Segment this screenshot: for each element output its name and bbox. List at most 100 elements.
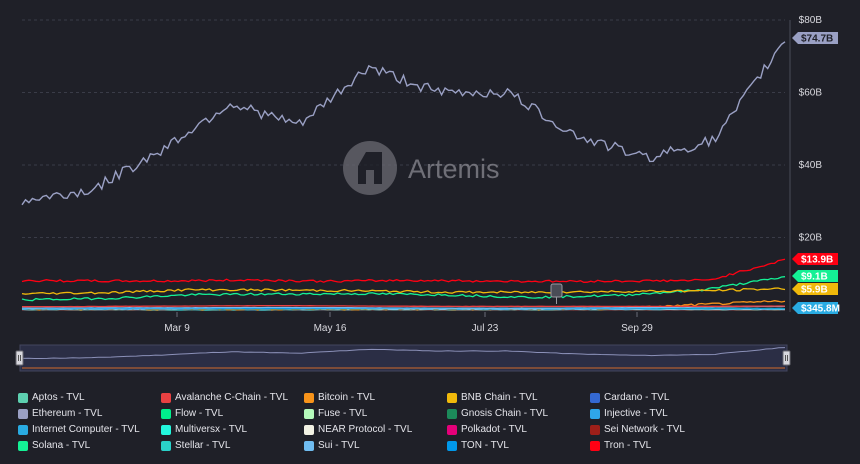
legend-item[interactable]: BNB Chain - TVL	[447, 390, 590, 405]
series-line	[21, 287, 786, 295]
legend: Aptos - TVL Avalanche C-Chain - TVL Bitcoi…	[18, 390, 848, 453]
legend-swatch	[590, 440, 600, 451]
series-line	[21, 307, 786, 310]
legend-item[interactable]: Solana - TVL	[18, 438, 161, 453]
legend-swatch	[161, 408, 171, 419]
watermark: Artemis	[343, 141, 500, 195]
legend-swatch	[161, 440, 171, 451]
legend-label: Polkadot - TVL	[461, 424, 527, 435]
end-label-text: $13.9B	[801, 255, 833, 266]
legend-swatch	[161, 424, 171, 435]
watermark-text: Artemis	[408, 154, 500, 184]
navigator-right-handle[interactable]	[782, 350, 791, 366]
legend-item[interactable]: Sui - TVL	[304, 438, 447, 453]
legend-swatch	[18, 424, 28, 435]
series-line	[21, 276, 786, 302]
x-tick-label: Jul 23	[472, 323, 499, 334]
series-line	[22, 304, 786, 308]
legend-label: Gnosis Chain - TVL	[461, 408, 549, 419]
end-label-tag	[792, 302, 838, 314]
legend-item[interactable]: Internet Computer - TVL	[18, 422, 161, 437]
legend-label: Flow - TVL	[175, 408, 224, 419]
legend-item[interactable]: Aptos - TVL	[18, 390, 161, 405]
legend-item[interactable]: Ethereum - TVL	[18, 406, 161, 421]
legend-swatch	[304, 392, 314, 403]
legend-swatch	[304, 440, 314, 451]
legend-label: NEAR Protocol - TVL	[318, 424, 413, 435]
legend-label: Bitcoin - TVL	[318, 392, 376, 403]
range-navigator[interactable]	[15, 344, 791, 372]
navigator-left-handle[interactable]	[15, 350, 24, 366]
legend-label: Stellar - TVL	[175, 440, 231, 451]
series-line	[21, 41, 786, 206]
end-label-text: $9.1B	[801, 272, 828, 283]
legend-item[interactable]: Bitcoin - TVL	[304, 390, 447, 405]
series-lines	[21, 41, 786, 311]
legend-item[interactable]: NEAR Protocol - TVL	[304, 422, 447, 437]
legend-label: Internet Computer - TVL	[32, 424, 140, 435]
legend-item[interactable]: Tron - TVL	[590, 438, 733, 453]
y-tick-label: $20B	[799, 233, 823, 244]
end-label-tag	[792, 270, 838, 282]
legend-label: TON - TVL	[461, 440, 509, 451]
legend-swatch	[447, 408, 457, 419]
end-label-tag	[792, 32, 838, 44]
legend-item[interactable]: Cardano - TVL	[590, 390, 733, 405]
legend-swatch	[590, 408, 600, 419]
legend-label: Cardano - TVL	[604, 392, 670, 403]
end-labels: $74.7B $13.9B $9.1B $5.9B $345.8M	[792, 32, 840, 315]
end-label-text: $74.7B	[801, 34, 833, 45]
legend-swatch	[590, 424, 600, 435]
legend-item[interactable]: Avalanche C-Chain - TVL	[161, 390, 304, 405]
legend-item[interactable]: Flow - TVL	[161, 406, 304, 421]
y-tick-label: $40B	[799, 160, 823, 171]
legend-label: Tron - TVL	[604, 440, 652, 451]
legend-label: Solana - TVL	[32, 440, 91, 451]
legend-item[interactable]: Injective - TVL	[590, 406, 733, 421]
legend-item[interactable]: TON - TVL	[447, 438, 590, 453]
end-label-tag	[792, 253, 838, 265]
grid-lines	[22, 19, 791, 312]
legend-swatch	[161, 392, 171, 403]
legend-item[interactable]: Stellar - TVL	[161, 438, 304, 453]
legend-item[interactable]: Multiversx - TVL	[161, 422, 304, 437]
legend-label: Sui - TVL	[318, 440, 360, 451]
end-label-tag	[792, 283, 838, 295]
legend-label: Aptos - TVL	[32, 392, 85, 403]
legend-swatch	[18, 392, 28, 403]
y-tick-label: $60B	[799, 88, 823, 99]
legend-label: Injective - TVL	[604, 408, 668, 419]
legend-item[interactable]: Sei Network - TVL	[590, 422, 733, 437]
legend-swatch	[590, 392, 600, 403]
flag-icon[interactable]	[550, 283, 563, 298]
end-label-text: $5.9B	[801, 285, 828, 296]
legend-swatch	[18, 408, 28, 419]
legend-label: Multiversx - TVL	[175, 424, 248, 435]
series-line	[22, 305, 786, 309]
legend-label: Ethereum - TVL	[32, 408, 103, 419]
legend-label: Fuse - TVL	[318, 408, 368, 419]
navigator-window[interactable]	[19, 344, 788, 372]
navigator-series-line	[21, 347, 786, 359]
artemis-logo-mark	[358, 152, 382, 184]
end-label-text: $345.8M	[801, 304, 840, 315]
legend-label: BNB Chain - TVL	[461, 392, 538, 403]
legend-swatch	[18, 440, 28, 451]
legend-swatch	[447, 440, 457, 451]
legend-label: Sei Network - TVL	[604, 424, 685, 435]
chart-area: Artemis Mar 9 May 16 Jul 23 Sep 29 $20B $40B…	[15, 15, 840, 372]
legend-item[interactable]: Fuse - TVL	[304, 406, 447, 421]
series-line	[21, 258, 786, 283]
legend-swatch	[304, 408, 314, 419]
legend-item[interactable]: Polkadot - TVL	[447, 422, 590, 437]
x-tick-label: May 16	[314, 323, 347, 334]
event-flag-marker[interactable]	[550, 283, 563, 304]
legend-swatch	[447, 424, 457, 435]
x-axis-ticks: Mar 9 May 16 Jul 23 Sep 29	[164, 312, 653, 334]
y-axis-ticks: $20B $40B $60B $80B	[799, 15, 823, 244]
legend-swatch	[447, 392, 457, 403]
y-tick-label: $80B	[799, 15, 823, 26]
legend-item[interactable]: Gnosis Chain - TVL	[447, 406, 590, 421]
legend-label: Avalanche C-Chain - TVL	[175, 392, 289, 403]
x-tick-label: Sep 29	[621, 323, 653, 334]
